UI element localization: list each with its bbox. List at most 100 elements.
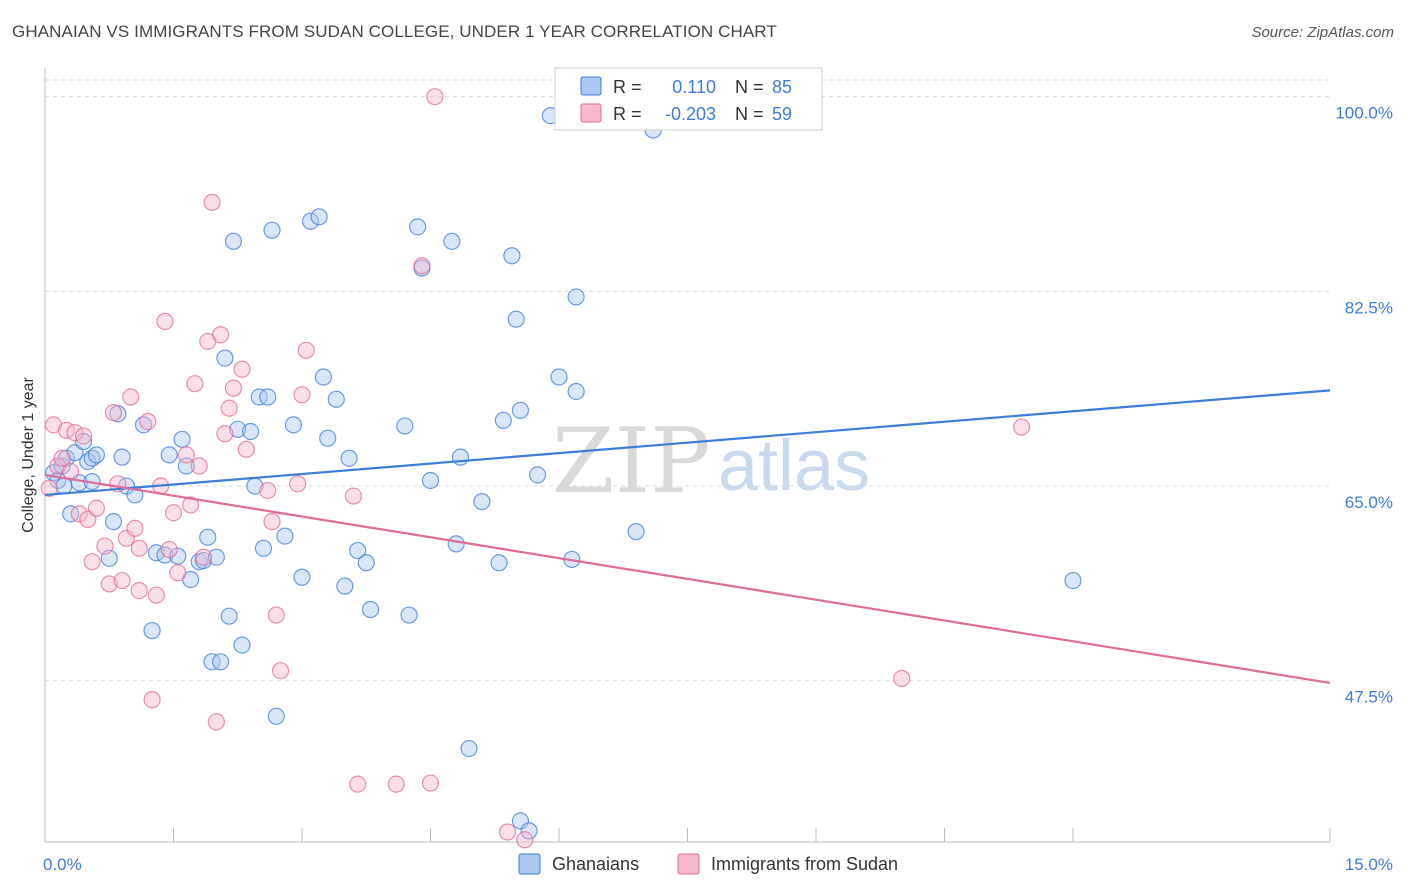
sudan-point: [207, 713, 225, 731]
sudan-point: [66, 424, 84, 442]
ghanaians-point: [507, 310, 525, 328]
x-tick-label-max: 15.0%: [1345, 855, 1393, 874]
ghanaians-point: [528, 466, 547, 484]
ghanaians-point: [113, 448, 131, 466]
ghanaians-point: [396, 417, 414, 435]
ghanaians-point: [74, 432, 93, 451]
sudan-point: [426, 88, 444, 106]
sudan-point: [139, 412, 157, 431]
sudan-point: [156, 312, 174, 330]
y-tick-labels: 100.0% 82.5% 65.0% 47.5%: [1335, 104, 1393, 707]
sudan-point: [387, 775, 405, 793]
ghanaians-point: [627, 523, 645, 541]
sudan-point: [190, 457, 208, 475]
sudan-point: [413, 257, 431, 275]
sudan-point: [1012, 418, 1031, 436]
sudan-point: [169, 564, 187, 582]
trend-layer: [44, 389, 1331, 685]
ghanaians-point: [327, 390, 345, 408]
ghanaians-point: [267, 707, 285, 725]
ghanaians-point: [104, 513, 123, 531]
watermark-atlas: atlas: [718, 426, 870, 506]
sudan-point: [224, 379, 243, 397]
sudan-point: [147, 586, 165, 604]
ghanaians-point: [160, 446, 178, 464]
ghanaians-point: [520, 822, 538, 840]
chart-title: GHANAIAN VS IMMIGRANTS FROM SUDAN COLLEG…: [12, 22, 777, 41]
ghanaians-point: [503, 247, 521, 265]
ghanaians-point: [207, 548, 225, 566]
sudan-point: [499, 823, 517, 841]
stats-swatch-sudan: [580, 103, 602, 123]
ghanaians-point: [550, 368, 568, 386]
axis-layer: [44, 68, 1331, 843]
sudan-point: [74, 427, 93, 445]
stats-r-value-1: 0.110: [672, 77, 716, 97]
sudan-point: [143, 691, 161, 709]
sudan-point: [177, 446, 195, 464]
y-axis-title: College, Under 1 year: [20, 377, 37, 533]
y-tick-label: 100.0%: [1335, 104, 1393, 123]
sudan-point: [182, 496, 200, 514]
legend-swatch-ghanaians: [518, 853, 541, 875]
ghanaians-point: [490, 554, 508, 572]
sudan-point: [289, 475, 307, 493]
sudan-point: [194, 548, 213, 566]
sudan-point: [216, 425, 234, 443]
sudan-point: [70, 505, 88, 523]
stats-n-label-1: N =: [735, 77, 764, 97]
ghanaians-point: [511, 401, 530, 419]
ghanaians-point: [284, 416, 303, 434]
sudan-point: [130, 539, 148, 557]
sudan-point: [293, 386, 311, 404]
ghanaians-point: [199, 528, 217, 546]
stats-r-label-1: R =: [613, 77, 642, 97]
sudan-point: [421, 774, 440, 792]
sudan-point: [344, 487, 362, 505]
ghanaians-point: [301, 212, 320, 230]
stats-box: R = 0.110 N = 85 R = -0.203 N = 59: [554, 67, 823, 131]
sudan-point: [40, 479, 58, 497]
ghanaians-point: [460, 739, 478, 758]
sudan-point: [186, 375, 204, 393]
ghanaians-trend-line: [44, 389, 1331, 497]
ghanaians-point: [361, 600, 380, 619]
ghanaians-point: [233, 636, 251, 654]
sudan-point: [44, 416, 63, 434]
sudan-point: [87, 499, 106, 517]
ghanaians-point: [87, 446, 106, 464]
ghanaians-point: [276, 527, 294, 545]
ghanaians-point: [400, 606, 418, 624]
stats-n-value-1: 85: [772, 77, 792, 97]
legend-swatch-sudan: [677, 853, 700, 875]
y-tick-label: 47.5%: [1345, 688, 1393, 707]
ghanaians-point: [567, 382, 585, 401]
sudan-point: [297, 341, 315, 359]
sudan-trend-line: [44, 473, 1331, 685]
ghanaians-point: [314, 368, 333, 386]
sudan-point: [263, 513, 281, 531]
ghanaians-point: [340, 449, 358, 467]
ghanaians-point: [349, 541, 367, 560]
watermark-zip: ZIP: [552, 409, 711, 514]
stats-r-value-2: -0.203: [665, 104, 716, 124]
ghanaians-point: [310, 208, 328, 226]
legend-label-sudan: Immigrants from Sudan: [711, 854, 898, 874]
ghanaians-point: [494, 411, 512, 429]
sudan-point: [349, 775, 367, 793]
stats-n-value-2: 59: [772, 104, 792, 124]
sudan-point: [516, 831, 534, 849]
y-tick-label: 82.5%: [1345, 298, 1393, 317]
sudan-point: [164, 504, 183, 522]
sudan-point: [100, 575, 118, 593]
stats-r-label-2: R =: [613, 104, 642, 124]
sudan-point: [130, 581, 148, 600]
sudan-point: [96, 537, 114, 555]
legend: Ghanaians Immigrants from Sudan: [518, 853, 898, 875]
ghanaians-point: [336, 577, 354, 595]
sudan-point: [893, 669, 911, 688]
sudan-point: [104, 404, 123, 422]
ghanaians-point: [254, 539, 273, 557]
source-label: Source: ZipAtlas.com: [1251, 24, 1394, 41]
stats-n-label-2: N =: [735, 104, 764, 124]
